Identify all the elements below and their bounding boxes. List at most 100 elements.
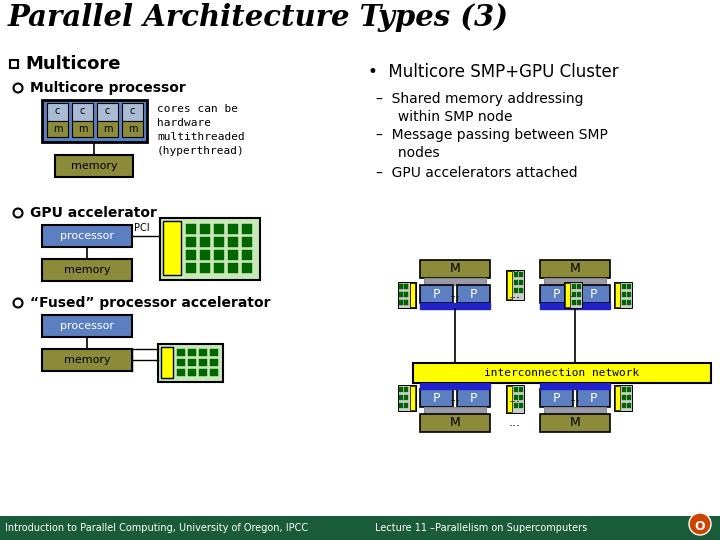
Bar (228, 224, 238, 234)
Bar (199, 349, 207, 356)
Bar (200, 250, 210, 260)
Bar (161, 347, 173, 378)
Text: 5: 5 (701, 522, 711, 535)
Bar (627, 292, 631, 297)
Bar (47, 121, 68, 137)
Bar (398, 282, 416, 308)
Text: c: c (55, 106, 60, 116)
Text: GPU accelerator: GPU accelerator (30, 206, 157, 220)
Bar (514, 280, 518, 285)
Bar (506, 385, 524, 413)
Text: P: P (469, 287, 477, 300)
Bar (399, 403, 403, 408)
Bar (200, 237, 210, 247)
Text: Parallel Architecture Types (3): Parallel Architecture Types (3) (8, 3, 509, 32)
Bar (540, 383, 610, 389)
Bar (519, 395, 523, 400)
Bar (42, 349, 132, 371)
Bar (577, 389, 610, 407)
Bar (97, 103, 118, 121)
Bar (507, 271, 512, 299)
Bar (457, 389, 490, 407)
Text: c: c (130, 106, 135, 116)
Bar (177, 359, 185, 366)
Text: “Fused” processor accelerator: “Fused” processor accelerator (30, 296, 271, 310)
Bar (424, 407, 486, 414)
Bar (519, 403, 523, 408)
Bar (572, 284, 576, 289)
Text: c: c (80, 106, 85, 116)
Bar (242, 224, 252, 234)
Text: interconnection network: interconnection network (485, 368, 639, 378)
Bar (97, 121, 118, 137)
Bar (186, 224, 196, 234)
Bar (627, 395, 631, 400)
Bar (410, 386, 415, 410)
Bar (410, 283, 415, 307)
Text: processor: processor (60, 321, 114, 331)
Bar (627, 300, 631, 305)
Text: Multicore: Multicore (25, 55, 120, 73)
Bar (210, 349, 218, 356)
Bar (199, 369, 207, 376)
Text: P: P (469, 392, 477, 404)
Bar (186, 263, 196, 273)
Bar (188, 349, 196, 356)
Bar (622, 300, 626, 305)
Bar (210, 369, 218, 376)
Bar (404, 292, 408, 297)
Text: ...: ... (509, 262, 521, 275)
Bar (577, 300, 581, 305)
Bar (399, 300, 403, 305)
Bar (186, 237, 196, 247)
Text: P: P (433, 287, 440, 300)
Text: M: M (449, 262, 460, 275)
Bar (627, 284, 631, 289)
Bar (622, 292, 626, 297)
Bar (540, 303, 610, 309)
Bar (420, 383, 490, 389)
Bar (399, 284, 403, 289)
Bar (615, 283, 620, 307)
Bar (519, 272, 523, 277)
Bar (420, 260, 490, 278)
Bar (55, 155, 133, 177)
Bar (399, 387, 403, 392)
Bar (544, 407, 606, 414)
Bar (622, 284, 626, 289)
Bar (614, 385, 632, 411)
Bar (420, 285, 453, 303)
Bar (424, 278, 486, 285)
Text: m: m (103, 124, 112, 134)
Bar (200, 224, 210, 234)
Bar (186, 250, 196, 260)
Bar (404, 292, 408, 297)
Text: M: M (570, 262, 580, 275)
Text: m: m (78, 124, 87, 134)
Bar (210, 359, 218, 366)
Bar (188, 359, 196, 366)
Bar (404, 387, 408, 392)
Bar (404, 395, 408, 400)
Bar (177, 369, 185, 376)
Text: PCI: PCI (134, 223, 150, 233)
Bar (572, 300, 576, 305)
Text: ...: ... (509, 392, 521, 404)
Text: m: m (127, 124, 138, 134)
Text: ...: ... (509, 416, 521, 429)
Text: –  Message passing between SMP
     nodes: – Message passing between SMP nodes (376, 128, 608, 160)
Text: m: m (53, 124, 62, 134)
Bar (514, 395, 518, 400)
Bar (540, 260, 610, 278)
Bar (540, 414, 610, 432)
Bar (214, 263, 224, 273)
Text: P: P (553, 287, 560, 300)
Bar (544, 278, 606, 285)
Text: O: O (695, 519, 706, 532)
Bar (572, 292, 576, 297)
Text: processor: processor (60, 231, 114, 241)
Bar (519, 288, 523, 293)
Bar (399, 292, 403, 297)
Text: c: c (105, 106, 110, 116)
Bar (158, 344, 223, 382)
